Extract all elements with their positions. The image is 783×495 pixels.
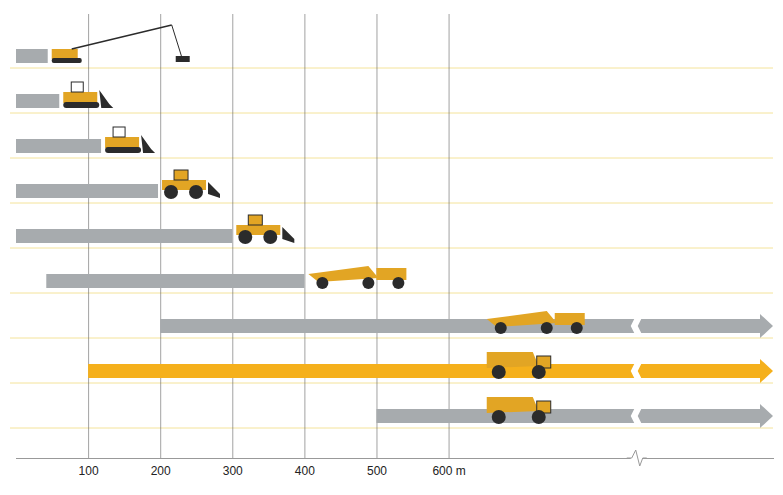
svg-text:500: 500 <box>367 464 387 478</box>
svg-text:300: 300 <box>223 464 243 478</box>
svg-text:100: 100 <box>79 464 99 478</box>
svg-text:600 m: 600 m <box>432 464 465 478</box>
svg-text:400: 400 <box>295 464 315 478</box>
svg-text:200: 200 <box>151 464 171 478</box>
